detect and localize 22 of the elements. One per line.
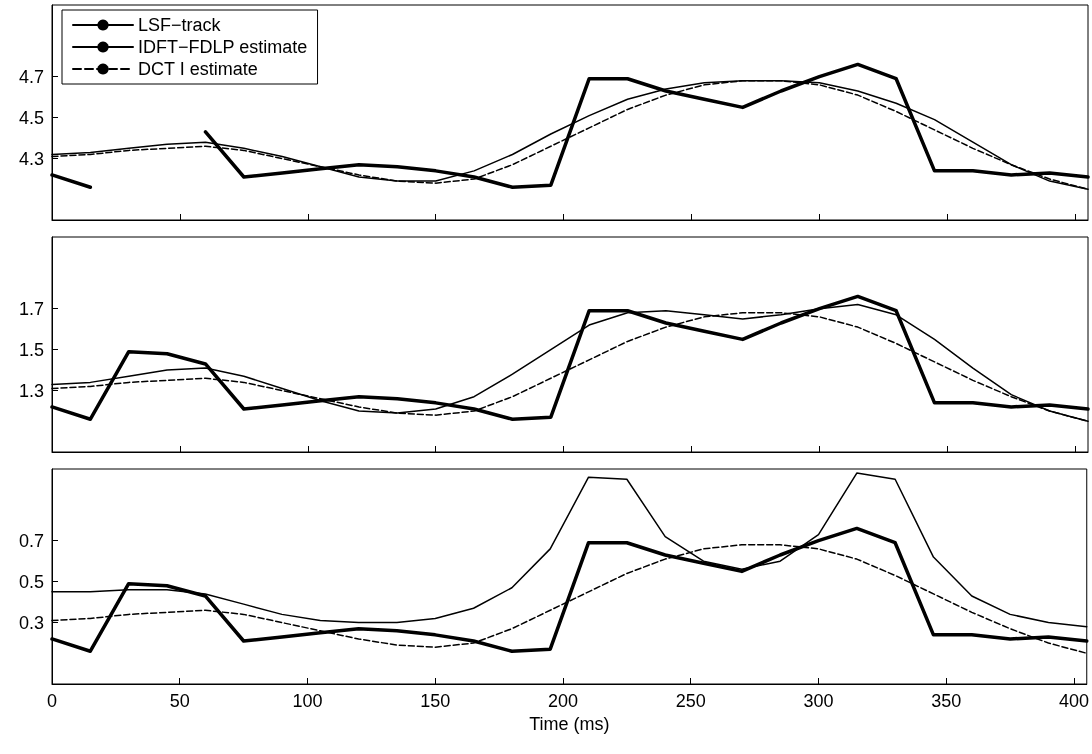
x-tick-label: 0 <box>46 691 58 711</box>
x-tick-label: 50 <box>169 691 190 711</box>
y-tick-label: 0.3 <box>18 612 44 633</box>
legend-label: LSF−track <box>138 15 222 35</box>
y-tick-label: 0.5 <box>18 571 44 592</box>
y-tick-label: 4.3 <box>18 148 44 169</box>
y-tick-label: 4.7 <box>18 66 44 87</box>
x-tick-label: 400 <box>1058 691 1090 711</box>
x-tick-label: 300 <box>803 691 834 711</box>
x-tick-label: 100 <box>292 691 323 711</box>
x-tick-label: 250 <box>675 691 706 711</box>
y-tick-label: 4.5 <box>18 107 44 128</box>
y-tick-label: 1.7 <box>18 298 44 319</box>
y-tick-label: 0.7 <box>18 530 44 551</box>
x-tick-label: 350 <box>931 691 962 711</box>
x-tick-label: 150 <box>420 691 451 711</box>
y-tick-label: 1.5 <box>18 339 44 360</box>
x-axis-title: Time (ms) <box>529 713 610 734</box>
y-tick-label: 1.3 <box>18 380 44 401</box>
legend-label: IDFT−FDLP estimate <box>138 37 308 57</box>
legend-label: DCT I estimate <box>138 59 258 79</box>
x-tick-label: 200 <box>547 691 579 711</box>
